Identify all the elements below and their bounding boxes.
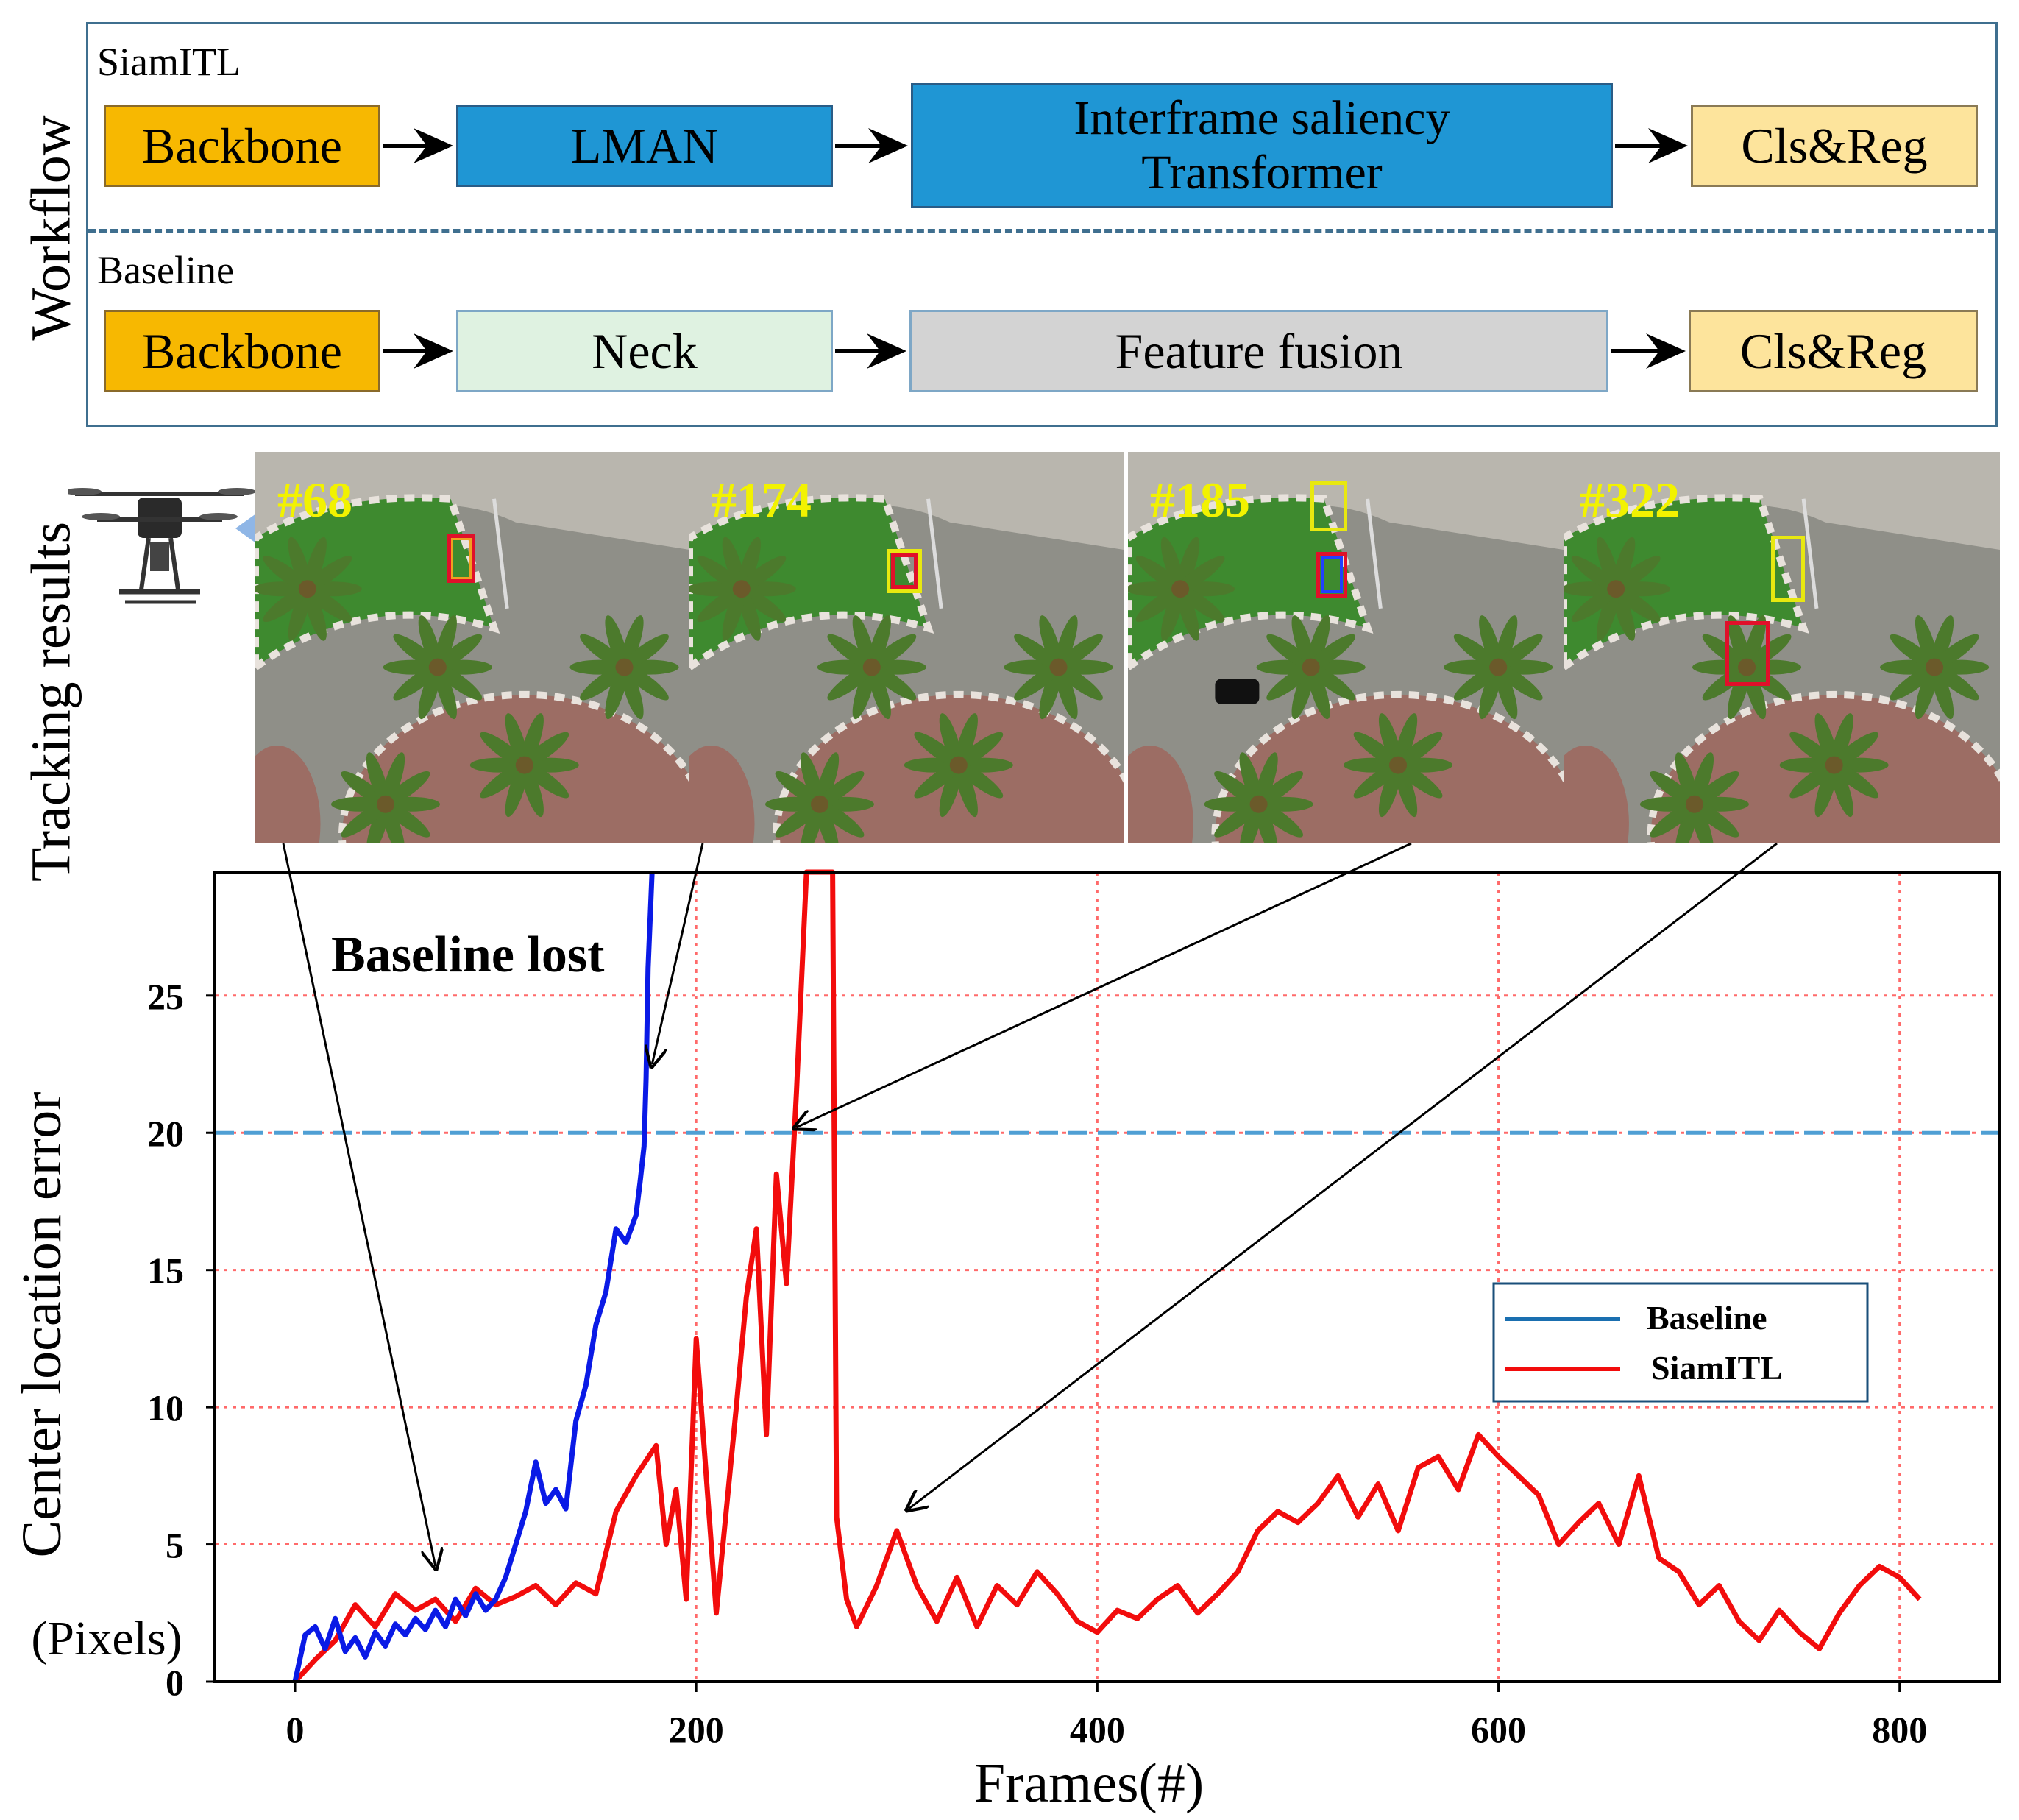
y-tick-label: 5 [166,1525,184,1566]
tick-layer: 0 200 400 600 800 0 5 10 15 20 25 [147,976,1927,1750]
baseline-box [887,549,922,593]
y-tick-label: 25 [147,976,184,1017]
baseline-box [451,538,472,579]
y-tick-label: 15 [147,1250,184,1292]
workflow-panel: SiamITL Backbone LMAN Interframe salienc… [86,22,1998,427]
y-axis-unit-label: (Pixels) [31,1612,182,1665]
siamitl-clsreg-block: Cls&Reg [1691,105,1978,187]
siamitl-interframe-transformer-block: Interframe saliency Transformer [911,83,1613,208]
grid-layer [215,872,2000,1682]
siamitl-box [891,553,918,589]
series-siamitl-line [293,869,1922,1684]
baseline-lost-annotation: Baseline lost [331,927,604,983]
ist-line-1: Interframe saliency [1074,91,1450,146]
x-tick-label: 200 [669,1709,724,1750]
x-tick-label: 400 [1070,1709,1125,1750]
groundtruth-box [1321,556,1343,593]
drone-icon [68,488,256,604]
series-baseline-line [292,871,655,1682]
y-axis-label: Center location error [11,1091,73,1557]
frame-number: #322 [1580,472,1680,528]
x-tick-label: 600 [1471,1709,1526,1750]
frame-pointer-arrow [796,842,1412,1127]
frame-pointer-arrow [909,842,1778,1509]
tracking-frame-322: #322 [1564,452,2000,843]
x-tick-label: 0 [286,1709,305,1750]
siamitl-row-label: SiamITL [97,40,241,84]
pointer-layer [282,842,1778,1566]
frame-pointer-arrow [282,843,436,1566]
siamitl-lman-block: LMAN [456,105,833,187]
siamitl-box [1316,552,1347,598]
baseline-row-label: Baseline [97,248,234,292]
workflow-arrows [383,128,1688,369]
tracking-frame-174: #174 [689,452,1124,843]
legend-baseline-label: Baseline [1647,1299,1767,1336]
frame-pointer-arrow [652,843,704,1064]
frame-number: #185 [1150,472,1250,528]
x-axis-label: Frames(#) [974,1752,1204,1814]
frame-number: #68 [277,472,352,528]
frame-number: #174 [712,472,812,528]
y-tick-label: 0 [166,1662,184,1703]
baseline-feature-fusion-block: Feature fusion [909,310,1608,392]
siamitl-backbone-block: Backbone [104,105,380,187]
workflow-divider [88,229,1995,233]
baseline-backbone-block: Backbone [104,310,380,392]
tracking-frame-68: #68 [255,452,689,843]
y-tick-label: 10 [147,1387,184,1428]
siamitl-box [447,534,475,583]
y-tick-label: 20 [147,1113,184,1154]
siamitl-box [1725,621,1770,686]
series-layer [292,869,1922,1684]
baseline-box [1771,536,1805,602]
x-tick-label: 800 [1872,1709,1927,1750]
baseline-neck-block: Neck [456,310,833,392]
legend-siamitl-label: SiamITL [1651,1349,1783,1387]
ist-line-2: Transformer [1141,146,1383,199]
chart-legend: Baseline SiamITL [1492,1282,1869,1403]
baseline-clsreg-block: Cls&Reg [1689,310,1978,392]
baseline-box [1310,481,1347,531]
plot-area [213,871,2001,1683]
tracking-frame-185: #185 [1128,452,1564,843]
